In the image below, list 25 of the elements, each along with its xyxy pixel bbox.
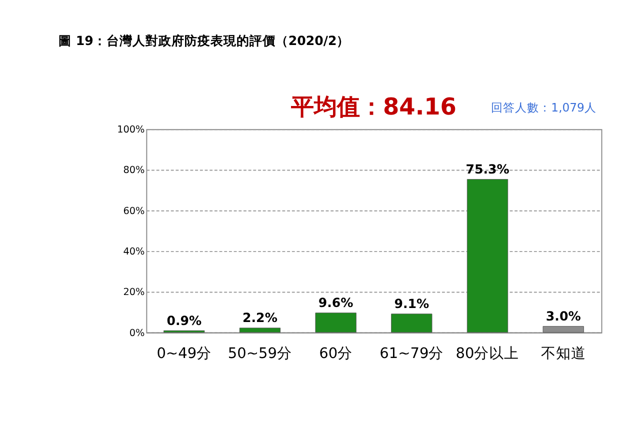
bar [391, 314, 432, 333]
y-tick-label: 60% [123, 206, 145, 217]
y-tick-label: 20% [123, 287, 145, 298]
bar [466, 179, 508, 333]
chart-title: 圖 19：台灣人對政府防疫表現的評價（2020/2） [58, 32, 350, 48]
data-label: 0.9% [166, 312, 202, 328]
y-tick-label: 40% [123, 246, 145, 258]
data-label: 9.6% [318, 295, 354, 310]
x-tick-label: 60分 [319, 345, 353, 362]
x-tick-label: 50~59分 [228, 345, 292, 362]
x-tick-label: 61~79分 [380, 345, 444, 362]
text: 回答人數：1,079人 [491, 100, 596, 115]
data-label: 75.3% [466, 162, 510, 177]
x-tick-label: 0~49分 [156, 345, 212, 362]
bar [239, 328, 281, 333]
y-tick-label: 0% [129, 328, 145, 339]
y-tick-label: 100% [117, 124, 145, 136]
text: 平均值：84.16 [290, 94, 456, 121]
data-label: 9.1% [394, 296, 430, 312]
data-label: 3.0% [546, 308, 582, 324]
x-tick-label: 不知道 [540, 345, 586, 362]
bar [315, 312, 356, 333]
y-tick-label: 80% [123, 165, 145, 176]
data-label: 2.2% [242, 310, 278, 326]
x-tick-label: 80分以上 [456, 345, 520, 362]
